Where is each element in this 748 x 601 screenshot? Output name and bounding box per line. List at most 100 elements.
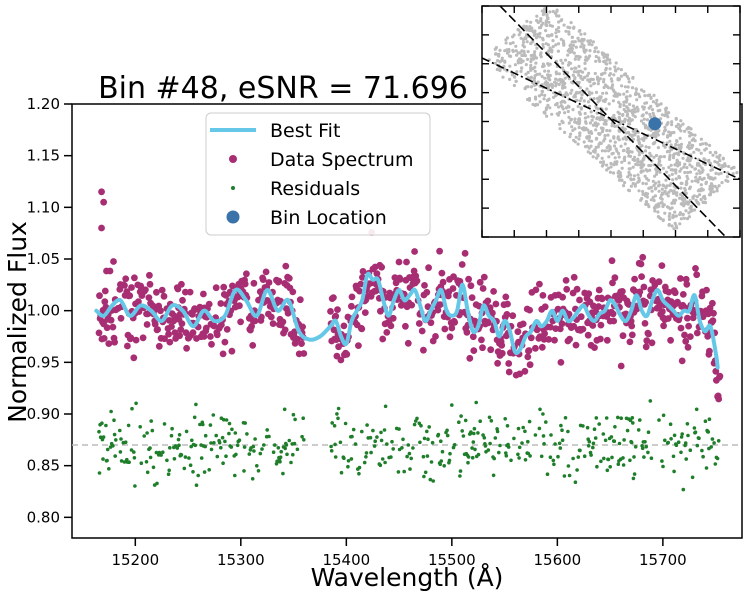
inset-point bbox=[561, 61, 565, 65]
inset-point bbox=[609, 77, 614, 81]
inset-point bbox=[610, 116, 614, 120]
data-spectrum-point bbox=[186, 288, 194, 296]
data-spectrum-point bbox=[348, 293, 356, 301]
inset-point bbox=[697, 169, 701, 173]
inset-point bbox=[608, 129, 612, 133]
inset-point bbox=[558, 127, 562, 131]
inset-point bbox=[660, 187, 664, 191]
data-spectrum-point bbox=[98, 188, 105, 196]
inset-point bbox=[585, 87, 589, 91]
data-spectrum-point bbox=[509, 312, 517, 320]
inset-point bbox=[557, 72, 562, 76]
residual-point bbox=[683, 441, 688, 445]
residual-point bbox=[706, 430, 711, 434]
inset-point bbox=[590, 91, 594, 95]
inset-point bbox=[702, 157, 706, 161]
residual-point bbox=[390, 439, 394, 444]
residual-point bbox=[488, 441, 492, 446]
data-spectrum-point bbox=[220, 283, 228, 291]
data-spectrum-point bbox=[492, 300, 500, 308]
inset-point bbox=[663, 128, 668, 132]
inset-point bbox=[498, 59, 502, 64]
residual-point bbox=[674, 443, 679, 448]
inset-point bbox=[695, 163, 700, 167]
data-spectrum-point bbox=[207, 333, 214, 340]
residual-point bbox=[512, 436, 516, 441]
inset-point bbox=[576, 142, 580, 146]
inset-point bbox=[644, 168, 648, 172]
inset-point bbox=[557, 29, 561, 33]
data-spectrum-point bbox=[396, 275, 404, 283]
inset-point bbox=[579, 106, 583, 110]
data-spectrum-point bbox=[107, 316, 115, 324]
inset-point bbox=[612, 135, 616, 139]
inset-point bbox=[622, 120, 627, 124]
residual-point bbox=[625, 428, 630, 433]
inset-point bbox=[539, 19, 543, 23]
inset-point bbox=[699, 197, 703, 202]
inset-point bbox=[526, 50, 530, 54]
residual-point bbox=[528, 454, 532, 458]
data-spectrum-point bbox=[132, 336, 140, 344]
residual-point bbox=[172, 457, 177, 461]
x-axis-label: Wavelength (Å) bbox=[311, 563, 504, 592]
residual-point bbox=[119, 437, 123, 441]
residual-point bbox=[450, 403, 454, 407]
y-axis-label: Normalized Flux bbox=[3, 221, 32, 423]
data-spectrum-point bbox=[358, 325, 366, 333]
residual-point bbox=[389, 455, 393, 459]
inset-point bbox=[576, 36, 580, 40]
inset-point bbox=[558, 90, 562, 94]
data-spectrum-point bbox=[413, 277, 421, 285]
data-spectrum-point bbox=[570, 273, 578, 281]
data-spectrum-point bbox=[468, 294, 476, 301]
residual-point bbox=[643, 440, 647, 444]
data-spectrum-point bbox=[710, 309, 717, 317]
inset-point bbox=[637, 189, 641, 193]
inset-point bbox=[632, 174, 637, 178]
residual-point bbox=[335, 412, 339, 416]
residual-point bbox=[369, 450, 373, 455]
y-tick-label: 1.20 bbox=[27, 95, 60, 113]
inset-point bbox=[560, 18, 564, 22]
inset-point bbox=[696, 180, 700, 184]
data-spectrum-point bbox=[626, 338, 634, 346]
inset-point bbox=[614, 92, 618, 96]
data-spectrum-point bbox=[712, 367, 720, 375]
inset-point bbox=[565, 93, 570, 97]
inset-point bbox=[690, 179, 694, 183]
data-spectrum-point bbox=[158, 286, 166, 294]
residual-point bbox=[253, 437, 257, 441]
inset-point bbox=[569, 132, 573, 136]
inset-point bbox=[566, 63, 571, 67]
residual-point bbox=[332, 424, 337, 428]
residual-point bbox=[237, 438, 242, 443]
inset-point bbox=[686, 156, 690, 160]
residual-point bbox=[194, 402, 198, 407]
data-spectrum-point bbox=[539, 292, 547, 299]
inset-point bbox=[535, 46, 539, 50]
inset-point bbox=[721, 157, 725, 161]
inset-point bbox=[691, 195, 695, 199]
residual-point bbox=[576, 455, 581, 459]
inset-point bbox=[561, 94, 565, 98]
inset-point bbox=[597, 79, 601, 83]
data-spectrum-point bbox=[658, 262, 666, 269]
inset-point bbox=[524, 63, 528, 67]
inset-point bbox=[598, 118, 602, 122]
inset-point bbox=[544, 19, 549, 23]
inset-point bbox=[630, 86, 635, 90]
inset-point bbox=[551, 39, 555, 43]
inset-point bbox=[627, 116, 632, 120]
inset-point bbox=[678, 211, 683, 215]
inset-point bbox=[633, 107, 637, 111]
residual-point bbox=[631, 421, 635, 425]
residual-point bbox=[291, 452, 295, 457]
data-spectrum-point bbox=[589, 322, 597, 329]
inset-point bbox=[535, 72, 539, 76]
residual-point bbox=[672, 433, 677, 438]
inset-point bbox=[642, 156, 646, 160]
residual-point bbox=[585, 425, 590, 430]
inset-point bbox=[569, 118, 573, 122]
inset-point bbox=[680, 181, 684, 185]
